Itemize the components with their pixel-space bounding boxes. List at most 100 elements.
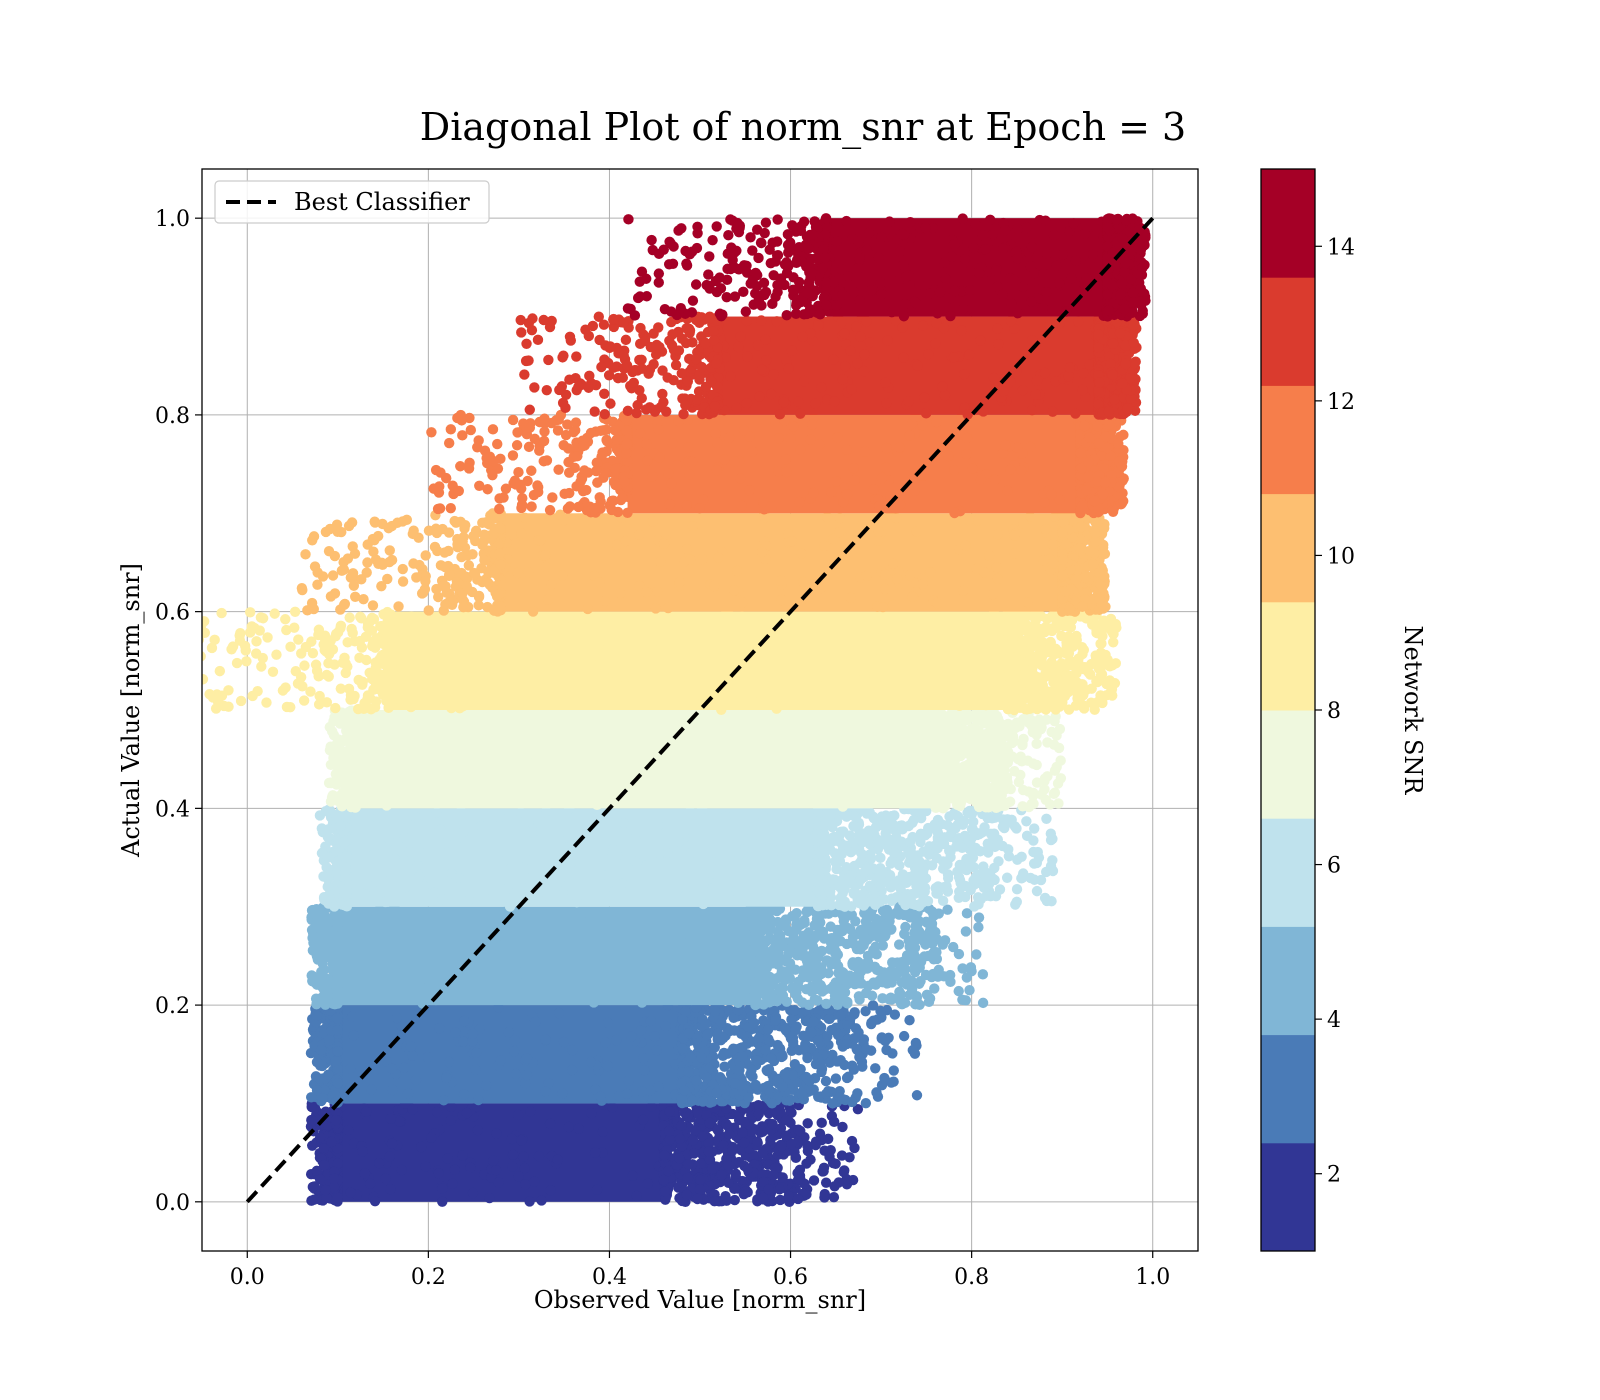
scatter-point xyxy=(826,933,837,944)
scatter-point xyxy=(862,963,874,974)
scatter-point xyxy=(649,1031,661,1042)
scatter-point xyxy=(602,968,613,979)
scatter-point xyxy=(754,928,765,939)
scatter-point xyxy=(824,1013,835,1025)
scatter-point xyxy=(1032,846,1043,858)
scatter-point xyxy=(377,841,388,852)
scatter-point xyxy=(442,726,454,738)
scatter-point xyxy=(1039,892,1051,904)
scatter-point xyxy=(1006,814,1017,825)
scatter-point xyxy=(1029,874,1040,885)
scatter-point xyxy=(641,860,652,871)
scatter-point xyxy=(357,780,369,792)
scatter-point xyxy=(709,1195,720,1207)
scatter-point xyxy=(357,1146,368,1157)
scatter-point xyxy=(381,800,392,811)
scatter-point xyxy=(463,992,474,1003)
scatter-point xyxy=(373,1157,385,1169)
scatter-point xyxy=(771,1075,783,1086)
scatter-point xyxy=(930,882,941,894)
scatter-point xyxy=(916,829,927,840)
scatter-point xyxy=(542,891,554,902)
scatter-point xyxy=(1036,722,1047,733)
scatter-point xyxy=(494,812,506,823)
scatter-point xyxy=(876,1033,887,1044)
scatter-point xyxy=(923,996,935,1008)
scatter-point xyxy=(566,909,578,921)
scatter-point xyxy=(766,1098,778,1109)
scatter-point xyxy=(875,852,886,864)
scatter-point xyxy=(623,1075,635,1086)
scatter-point xyxy=(952,819,963,831)
scatter-point xyxy=(417,722,429,733)
scatter-point xyxy=(271,649,282,660)
scatter-point xyxy=(413,951,424,962)
scatter-point xyxy=(920,939,931,950)
scatter-point xyxy=(734,934,746,945)
scatter-point xyxy=(962,775,973,786)
scatter-point xyxy=(783,1190,794,1202)
scatter-point xyxy=(1045,860,1057,872)
scatter-point xyxy=(936,751,948,762)
scatter-point xyxy=(866,990,878,1001)
scatter-point xyxy=(828,1192,840,1203)
scatter-point xyxy=(558,614,570,625)
scatter-point xyxy=(939,832,950,843)
scatter-point xyxy=(694,664,706,675)
scatter-point xyxy=(348,1030,360,1041)
scatter-point xyxy=(578,657,590,668)
scatter-point xyxy=(802,1052,813,1064)
scatter-point xyxy=(332,1013,343,1024)
scatter-point xyxy=(868,813,880,824)
scatter-point xyxy=(638,1053,649,1064)
scatter-point xyxy=(789,1005,800,1016)
scatter-point xyxy=(757,1147,768,1159)
scatter-point xyxy=(973,799,984,811)
scatter-point xyxy=(772,926,783,937)
scatter-point xyxy=(802,1140,813,1152)
scatter-point xyxy=(939,935,951,946)
scatter-point xyxy=(1031,857,1043,869)
scatter-point xyxy=(877,940,889,951)
scatter-point xyxy=(524,1196,535,1207)
scatter-point xyxy=(827,1098,838,1109)
scatter-point xyxy=(1001,775,1013,787)
scatter-point xyxy=(820,1177,832,1188)
scatter-point xyxy=(674,836,685,847)
scatter-point xyxy=(914,962,925,973)
scatter-point xyxy=(830,955,841,967)
scatter-point xyxy=(361,879,373,890)
scatter-point xyxy=(1031,738,1042,750)
scatter-point xyxy=(863,863,874,875)
scatter-point xyxy=(330,1055,341,1067)
scatter-point xyxy=(712,1124,723,1136)
scatter-point xyxy=(942,904,953,915)
scatter-point xyxy=(345,1063,356,1074)
scatter-point xyxy=(780,1024,791,1035)
scatter-point xyxy=(780,1115,792,1126)
scatter-point xyxy=(449,793,461,805)
scatter-point xyxy=(476,660,487,672)
scatter-point xyxy=(453,612,464,624)
scatter-point xyxy=(391,726,403,738)
scatter-point xyxy=(662,847,673,859)
scatter-point xyxy=(306,1101,317,1113)
scatter-point xyxy=(525,1106,536,1117)
scatter-point xyxy=(737,1127,748,1138)
scatter-point xyxy=(269,608,280,619)
scatter-point xyxy=(499,750,510,762)
scatter-point xyxy=(585,1056,597,1068)
scatter-point xyxy=(783,893,795,905)
scatter-point xyxy=(307,1181,319,1193)
scatter-point xyxy=(848,1064,860,1075)
scatter-point xyxy=(325,741,336,752)
scatter-point xyxy=(914,856,925,867)
scatter-point xyxy=(658,1174,669,1186)
scatter-point xyxy=(761,860,772,871)
scatter-point xyxy=(326,777,337,789)
scatter-point xyxy=(498,855,509,867)
scatter-point xyxy=(601,870,613,881)
scatter-point xyxy=(849,1142,860,1154)
scatter-point xyxy=(355,911,366,923)
scatter-point xyxy=(928,954,939,965)
